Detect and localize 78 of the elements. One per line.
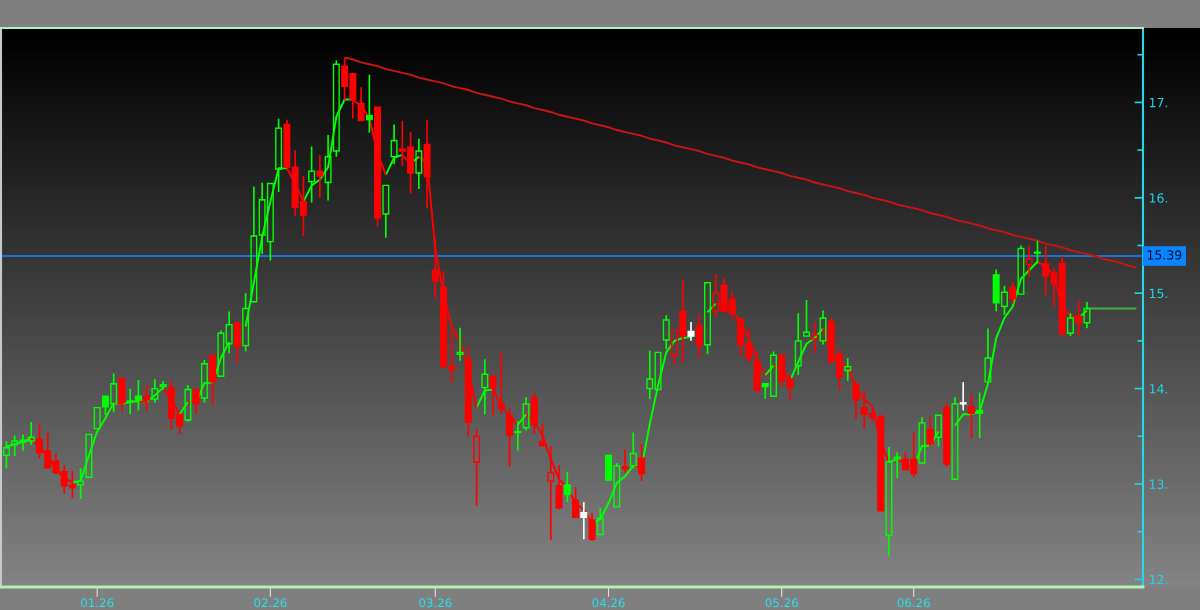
candlestick xyxy=(217,330,225,377)
candlestick xyxy=(464,345,472,437)
candlestick xyxy=(712,274,720,317)
candlestick xyxy=(654,351,662,391)
candlestick xyxy=(1058,256,1066,337)
candlestick xyxy=(802,299,810,337)
line-series xyxy=(343,56,1138,269)
x-tick-label: 03.26 xyxy=(419,598,452,608)
candlestick xyxy=(976,392,984,439)
candlestick xyxy=(481,359,489,415)
candlestick xyxy=(151,379,159,403)
y-tick-label: 12. xyxy=(1149,574,1168,585)
candlestick xyxy=(580,502,588,540)
candlestick xyxy=(324,134,332,201)
candlestick xyxy=(209,354,217,405)
candlestick xyxy=(184,384,192,421)
candlestick xyxy=(687,321,695,341)
candlestick xyxy=(365,74,373,133)
ref-line-label: 15.39 xyxy=(1147,250,1182,260)
candlestick xyxy=(1009,281,1017,304)
candlestick xyxy=(283,119,291,168)
candlestick xyxy=(695,315,703,357)
candlestick xyxy=(143,384,151,411)
candlestick xyxy=(382,184,390,238)
candlestick xyxy=(918,417,926,464)
candlestick xyxy=(192,388,200,415)
candlestick xyxy=(85,433,93,478)
candlestick xyxy=(473,428,481,506)
candlestick xyxy=(250,186,258,303)
candlestick xyxy=(489,375,497,416)
candlestick xyxy=(423,119,431,209)
candlestick xyxy=(926,417,934,447)
candlestick xyxy=(811,321,819,354)
candlestick xyxy=(646,350,654,399)
candlestick xyxy=(563,471,571,502)
candlestick xyxy=(819,310,827,345)
candlestick xyxy=(506,407,514,467)
candlestick xyxy=(118,377,126,413)
candlestick xyxy=(1033,240,1041,264)
candlestick xyxy=(984,328,992,383)
candlestick xyxy=(967,393,975,439)
candlestick xyxy=(662,315,670,350)
y-tick-label: 13. xyxy=(1149,479,1168,489)
candlestick xyxy=(93,406,101,430)
candlestick xyxy=(852,383,860,419)
candlestick xyxy=(844,358,852,381)
candlestick xyxy=(431,238,439,298)
candlestick xyxy=(390,124,398,165)
x-tick-label: 05.26 xyxy=(765,598,798,608)
x-tick-label: 02.26 xyxy=(254,598,287,608)
candlestick xyxy=(316,154,324,198)
candlestick xyxy=(951,397,959,480)
candlestick xyxy=(27,422,35,445)
candlestick xyxy=(77,467,85,500)
y-tick-label: 14. xyxy=(1149,384,1168,394)
candlestick xyxy=(794,313,802,376)
candlestick xyxy=(629,432,637,469)
candlestick xyxy=(275,118,283,192)
candlestick xyxy=(308,146,316,203)
candlestick xyxy=(497,352,505,415)
x-tick-label: 06.26 xyxy=(897,598,930,608)
candlestick xyxy=(959,382,967,411)
candlestick xyxy=(522,397,530,431)
y-tick-label: 16. xyxy=(1149,193,1168,203)
candlestick xyxy=(1025,245,1033,277)
candlestick xyxy=(943,403,951,467)
candlestick xyxy=(621,449,629,473)
candlestick xyxy=(638,444,646,481)
candlestick xyxy=(539,423,547,447)
candlestick xyxy=(242,293,250,352)
candlestick xyxy=(530,392,538,435)
x-tick-label: 01.26 xyxy=(81,598,114,608)
candlestick xyxy=(555,465,563,509)
candlestick xyxy=(1017,245,1025,295)
candlestick xyxy=(225,311,233,354)
x-tick-label: 04.26 xyxy=(592,598,625,608)
y-tick-label: 17. xyxy=(1149,98,1168,108)
y-tick-label: 15. xyxy=(1149,288,1168,299)
